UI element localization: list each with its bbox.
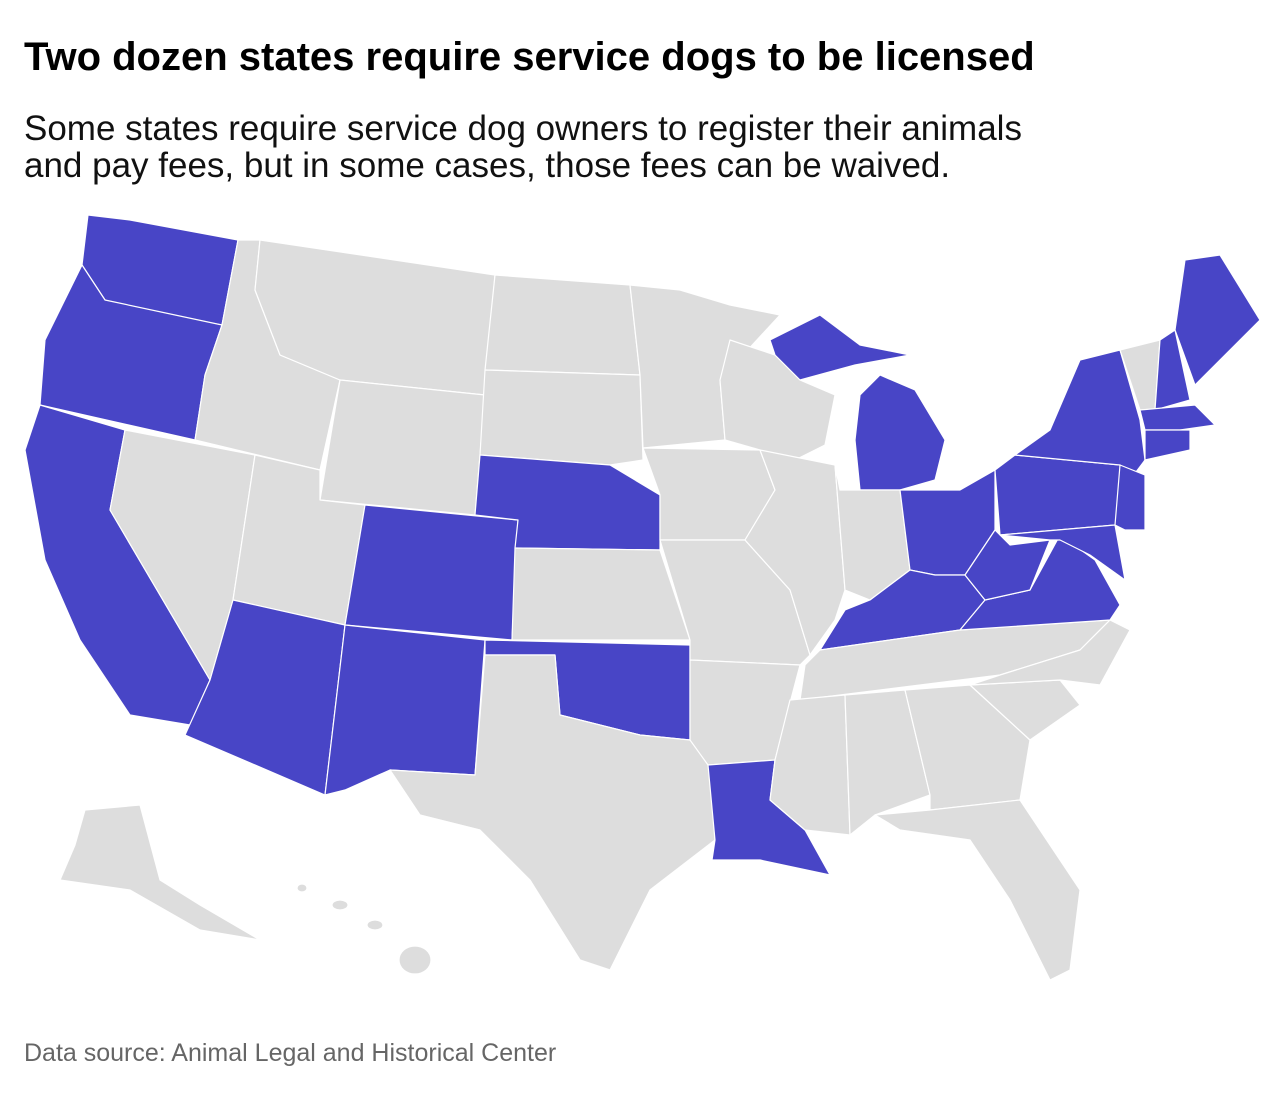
state [969,619,1131,686]
source: Data source: Animal Legal and Historical… [24,1039,556,1067]
subtitle-line: and pay fees, but in some cases, those f… [24,146,950,185]
subtitle-line: Some states require service dog owners t… [24,109,1022,148]
state [366,919,384,931]
state [319,379,486,516]
state [484,274,641,376]
state [1144,429,1191,461]
state [398,945,432,975]
state [844,689,931,836]
state [331,899,349,911]
state [769,314,911,381]
state [324,624,486,796]
state [296,883,308,893]
state [999,524,1126,581]
state [479,369,644,466]
state [59,804,261,941]
state [511,547,691,641]
state [1114,464,1146,531]
title: Two dozen states require service dogs to… [24,35,1035,79]
state [1174,254,1261,386]
state [1154,329,1191,411]
state [344,504,519,641]
state [184,599,346,796]
state [874,799,1081,981]
us-map [24,214,1261,981]
state [854,374,946,491]
state [389,654,716,971]
state [1139,404,1216,431]
state [994,454,1131,536]
